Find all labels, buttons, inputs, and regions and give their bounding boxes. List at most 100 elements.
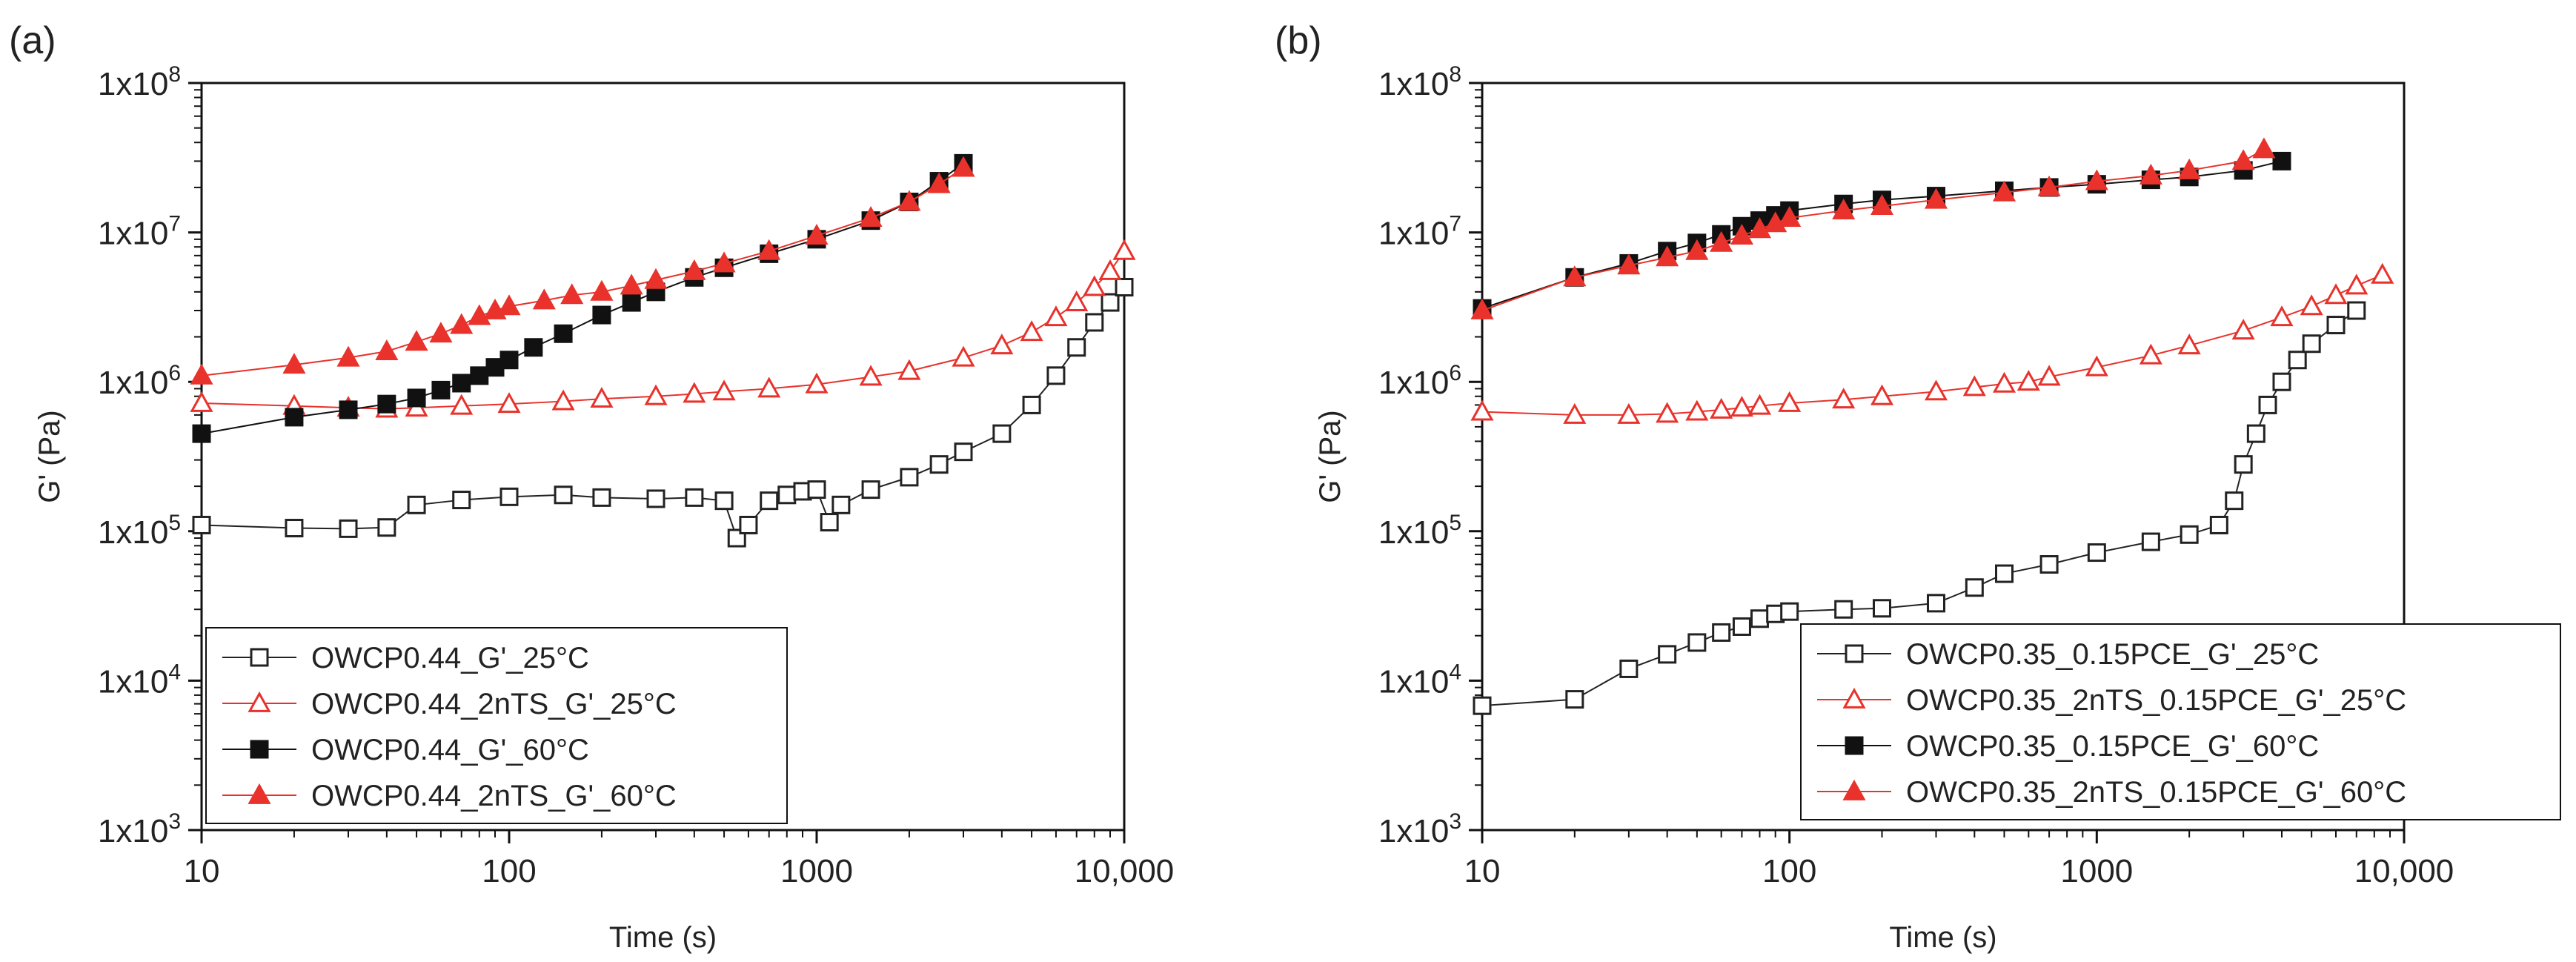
y-tick-label: 1x103: [1378, 809, 1461, 849]
data-point: [929, 455, 949, 474]
y-tick-label: 1x106: [1378, 361, 1461, 401]
data-point: [683, 382, 706, 403]
y-tick-label: 1x104: [98, 660, 181, 700]
data-point: [1044, 305, 1068, 327]
series-3: [1473, 151, 2291, 318]
y-tick-label: 1x108: [1378, 62, 1461, 102]
data-point: [859, 205, 883, 227]
data-point: [1710, 397, 1733, 419]
y-tick-label: 1x104: [1378, 660, 1461, 700]
panel-label: (a): [9, 19, 56, 62]
series-1: [1473, 301, 2366, 715]
data-point: [805, 224, 829, 245]
data-point: [1085, 313, 1104, 332]
data-point: [532, 288, 556, 310]
data-point: [497, 392, 521, 414]
data-point: [190, 391, 213, 412]
data-point: [1656, 245, 1679, 267]
data-point: [452, 374, 471, 393]
panel-label: (b): [1275, 19, 1322, 62]
data-point: [777, 485, 797, 505]
x-tick-label: 1000: [2060, 853, 2133, 889]
data-point: [285, 408, 304, 427]
data-point: [2302, 334, 2321, 354]
data-point: [1992, 180, 2016, 202]
data-point: [807, 480, 826, 500]
data-point: [1747, 394, 1772, 415]
data-point: [470, 366, 489, 385]
data-point: [861, 480, 880, 500]
data-point: [952, 345, 975, 367]
series-line: [201, 251, 1125, 410]
data-point: [1473, 696, 1492, 715]
data-point: [377, 394, 396, 414]
data-point: [1563, 265, 1587, 287]
plot-frame: [1481, 82, 2406, 832]
data-point: [1995, 564, 2014, 583]
legend-entry: OWCP0.35_0.15PCE_G'_25°C: [1906, 638, 2319, 671]
y-axis-title: G' (Pa): [33, 410, 66, 502]
series-3: [192, 153, 973, 443]
data-point: [1470, 399, 1494, 421]
data-point: [712, 251, 736, 273]
y-tick-label: 1x108: [98, 62, 181, 102]
plot-frame: [200, 82, 1126, 832]
data-point: [1083, 275, 1106, 296]
data-point: [407, 495, 426, 514]
data-point: [1619, 659, 1639, 678]
x-tick-label: 10,000: [2354, 853, 2454, 889]
data-point: [739, 515, 758, 534]
data-point: [2016, 370, 2040, 391]
data-point: [927, 172, 951, 193]
y-tick-label: 1x105: [1378, 511, 1461, 551]
data-point: [2085, 169, 2108, 190]
data-point: [900, 468, 919, 487]
data-point: [1065, 290, 1089, 311]
data-point: [551, 389, 575, 411]
data-point: [1750, 609, 1769, 628]
data-point: [1992, 371, 2016, 393]
data-point: [757, 376, 781, 398]
data-point: [1962, 375, 1986, 397]
legend-entry: OWCP0.35_2nTS_0.15PCE_G'_25°C: [1906, 684, 2406, 717]
data-point: [831, 495, 851, 514]
data-point: [2272, 151, 2291, 170]
data-point: [2177, 334, 2201, 355]
data-point: [339, 519, 358, 538]
data-point: [2037, 175, 2061, 196]
x-tick-label: 10,000: [1075, 853, 1175, 889]
data-point: [1927, 594, 1946, 613]
data-point: [757, 239, 781, 260]
data-point: [1710, 230, 1733, 252]
data-point: [1020, 320, 1043, 342]
data-point: [2085, 355, 2108, 376]
data-point: [407, 388, 426, 408]
chart-panel-b: (b) 10 100 1000 10,000 1x103 1x104 1x105 1x106 1x…: [1275, 19, 2561, 954]
data-point: [1658, 645, 1677, 664]
y-tick-label: 1x103: [98, 809, 181, 849]
data-point: [2288, 351, 2307, 370]
data-point: [375, 339, 399, 360]
data-point: [954, 442, 973, 462]
data-point: [1730, 396, 1753, 417]
data-point: [1870, 194, 1894, 215]
data-point: [897, 190, 921, 211]
data-point: [1101, 293, 1120, 312]
data-point: [1732, 617, 1751, 636]
data-point: [805, 372, 829, 394]
data-point: [646, 489, 665, 508]
data-point: [2234, 455, 2253, 474]
data-point: [2139, 163, 2162, 185]
data-point: [2209, 515, 2228, 534]
data-point: [1046, 366, 1066, 385]
data-point: [1712, 623, 1731, 642]
series-2: [190, 239, 1136, 418]
series-line: [201, 162, 964, 435]
legend-entry: OWCP0.35_2nTS_0.15PCE_G'_60°C: [1906, 776, 2406, 809]
data-point: [2139, 343, 2162, 365]
data-point: [1924, 379, 1948, 401]
data-point: [2371, 262, 2394, 284]
legend-marker: [1845, 736, 1864, 755]
legend-box: [1800, 623, 2561, 820]
